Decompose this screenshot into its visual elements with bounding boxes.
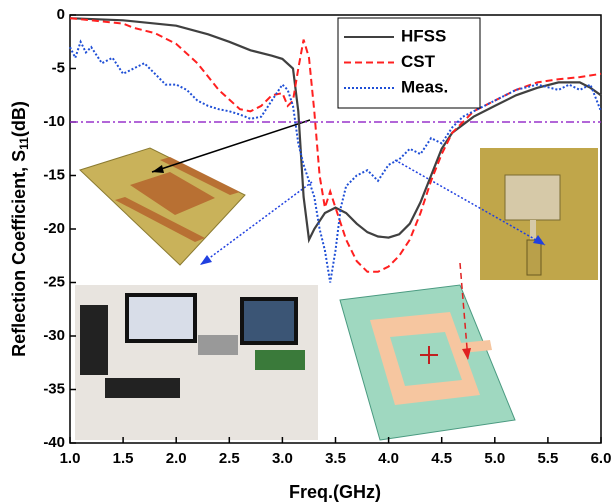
y-tick-label: 0 [57,6,65,23]
x-tick-label: 6.0 [591,450,612,467]
x-tick-label: 1.0 [60,450,81,467]
lab-photo [75,285,318,440]
y-tick-label: -40 [43,434,65,451]
x-tick-label: 2.0 [166,450,187,467]
x-tick-label: 5.5 [537,450,558,467]
antenna-photo-right [480,148,598,280]
x-tick-label: 4.0 [378,450,399,467]
y-axis-label-unit: (dB) [9,101,29,137]
x-tick-label: 3.5 [325,450,346,467]
legend-label: CST [401,52,436,71]
x-tick-label: 5.0 [484,450,505,467]
y-tick-label: -35 [43,380,65,397]
x-tick-label: 2.5 [219,450,240,467]
legend-label: Meas. [401,77,448,96]
y-tick-label: -20 [43,220,65,237]
x-axis-label: Freq.(GHz) [289,482,381,502]
y-axis-label-subscript: 11 [17,137,31,150]
legend-label: HFSS [401,26,446,45]
legend: HFSS CST Meas. [338,18,480,108]
y-tick-label: -15 [43,166,65,183]
chart: Freq.(GHz) Reflection Coefficient, S11(d… [0,0,616,504]
y-tick-label: -5 [52,59,65,76]
y-axis-label-text: Reflection Coefficient, S [9,150,29,357]
x-tick-label: 3.0 [272,450,293,467]
y-tick-label: -10 [43,113,65,130]
x-tick-label: 4.5 [431,450,452,467]
y-tick-label: -30 [43,327,65,344]
x-tick-label: 1.5 [113,450,134,467]
y-tick-label: -25 [43,273,65,290]
